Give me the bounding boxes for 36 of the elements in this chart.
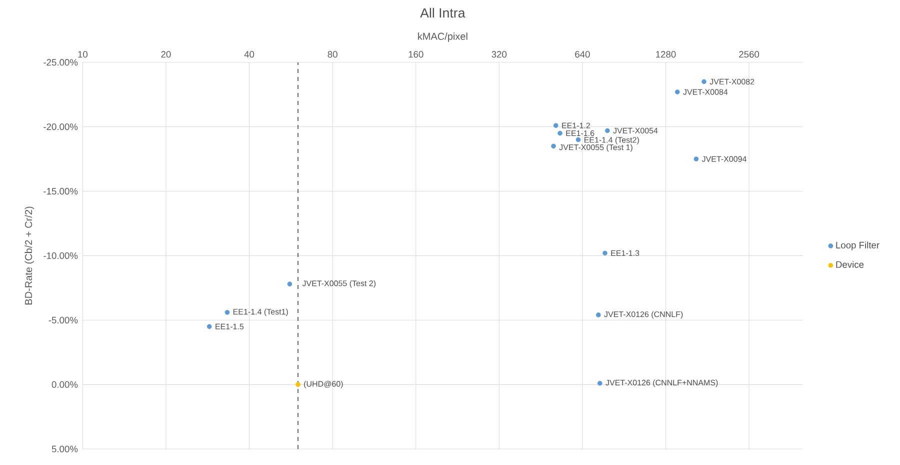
y-tick-label: 5.00% xyxy=(52,446,78,452)
annotation: EE1-1.4 (Test1) xyxy=(233,308,288,316)
legend-label: Loop Filter xyxy=(836,242,880,250)
annotation: JVET-X0082 xyxy=(710,78,754,85)
y-tick-label: -10.00% xyxy=(44,252,78,259)
annotation: JVET-X0126 (CNNLF) xyxy=(604,311,683,319)
annotation: JVET-X0084 xyxy=(683,89,728,95)
x-tick-label: 10 xyxy=(78,51,88,58)
x-tick-label: 160 xyxy=(408,51,424,58)
annotation: JVET-X0126 (CNNLF+NNAMS) xyxy=(606,380,718,387)
annotation: JVET-X0055 (Test 2) xyxy=(302,280,376,288)
annotation: EE1-1.6 xyxy=(566,130,594,136)
x-tick-label: 2560 xyxy=(739,51,760,58)
x-tick-label: 80 xyxy=(328,51,338,58)
x-axis-title: kMAC/pixel xyxy=(418,32,468,42)
annotation: EE1-1.4 (Test2) xyxy=(584,136,639,144)
annotation: EE1-1.5 xyxy=(216,324,244,330)
y-axis-title: BD-Rate (Cb/2 + Cr/2) xyxy=(24,206,34,304)
x-tick-label: 1280 xyxy=(656,51,676,58)
annotation: (UHD@60) xyxy=(304,380,343,388)
y-tick-label: -25.00% xyxy=(44,59,78,66)
annotation: JVET-X0094 xyxy=(702,156,746,162)
y-tick-label: -5.00% xyxy=(48,316,78,324)
x-tick-label: 640 xyxy=(575,51,590,58)
x-tick-label: 20 xyxy=(161,51,171,58)
y-tick-label: -20.00% xyxy=(44,123,78,130)
x-tick-label: 320 xyxy=(492,51,507,58)
annotation: JVET-X0054 xyxy=(613,128,658,134)
annotation: EE1-1.2 xyxy=(562,122,590,128)
chart-title: All Intra xyxy=(420,8,466,18)
x-tick-label: 40 xyxy=(244,51,254,58)
y-tick-label: 0.00% xyxy=(52,381,78,388)
y-tick-label: -15.00% xyxy=(44,188,78,195)
annotation: EE1-1.3 xyxy=(611,250,640,256)
annotation: JVET-X0055 (Test 1) xyxy=(559,144,632,152)
legend-label: Device xyxy=(836,261,864,268)
